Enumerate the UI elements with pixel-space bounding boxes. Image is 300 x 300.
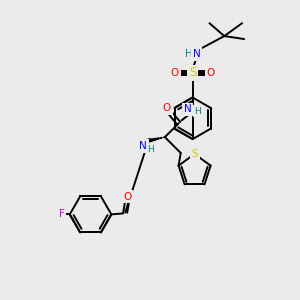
Text: N: N xyxy=(139,141,147,151)
Text: N: N xyxy=(193,49,200,59)
Text: S: S xyxy=(189,66,196,79)
Text: S: S xyxy=(191,149,198,159)
Text: O: O xyxy=(163,103,171,113)
Text: N: N xyxy=(184,104,191,114)
Text: F: F xyxy=(59,209,65,219)
Text: H: H xyxy=(194,107,201,116)
Text: O: O xyxy=(206,68,214,78)
Text: O: O xyxy=(171,68,179,78)
Text: H: H xyxy=(185,49,193,59)
Text: O: O xyxy=(123,192,131,202)
Text: H: H xyxy=(148,145,154,154)
